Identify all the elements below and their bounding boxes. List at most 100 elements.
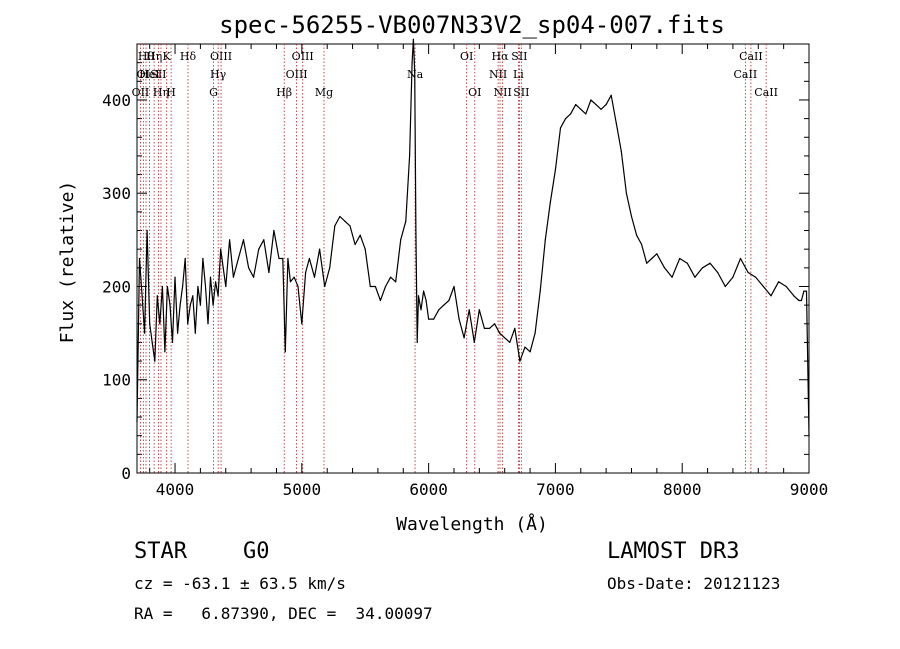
flux-point: [671, 276, 673, 278]
flux-point: [724, 285, 726, 288]
flux-point: [220, 248, 222, 250]
flux-point: [379, 299, 381, 302]
flux-point: [278, 257, 280, 260]
flux-point: [146, 229, 148, 232]
spectral-line-label: Hη: [153, 86, 169, 99]
flux-point: [384, 285, 387, 288]
flux-point: [514, 327, 516, 329]
flux-point: [301, 323, 303, 325]
spectral-line-label: K: [163, 50, 172, 63]
flux-point: [313, 276, 316, 278]
flux-point: [544, 239, 546, 241]
flux-point: [202, 257, 204, 260]
flux-point: [151, 341, 153, 343]
flux-point: [686, 262, 688, 264]
flux-point: [222, 267, 224, 269]
flux-point: [179, 304, 181, 306]
spectral-line-label: Hβ: [276, 86, 292, 99]
spectral-line-label: CaII: [754, 86, 778, 99]
flux-point: [273, 229, 275, 232]
flux-point: [448, 299, 450, 302]
flux-point: [778, 281, 780, 283]
flux-point: [732, 276, 734, 278]
spectral-line-label: OII: [132, 86, 150, 99]
flux-point: [308, 257, 310, 260]
flux-point: [369, 285, 371, 288]
spectral-line-markers: [140, 44, 767, 473]
flux-point: [207, 323, 209, 325]
flux-point: [400, 239, 402, 241]
flux-point: [263, 239, 265, 241]
flux-point: [570, 113, 572, 115]
flux-point: [458, 318, 460, 320]
spectral-line-label: CaII: [739, 50, 763, 63]
flux-point: [524, 346, 526, 348]
flux-point: [504, 337, 506, 339]
x-tick-label: 8000: [663, 480, 702, 499]
flux-point: [565, 118, 567, 120]
flux-point: [580, 108, 582, 110]
flux-point: [590, 99, 592, 101]
spectral-line-label: Hγ: [210, 68, 227, 81]
flux-point: [433, 318, 435, 320]
flux-point: [539, 290, 541, 292]
flux-point: [423, 290, 425, 292]
flux-point: [762, 285, 765, 288]
flux-point: [420, 309, 422, 311]
spectral-line-label: H: [166, 86, 176, 99]
flux-point: [141, 295, 143, 297]
flux-point: [509, 341, 511, 343]
coordinates: RA = 6.87390, DEC = 34.00097: [134, 604, 433, 623]
y-tick-label: 0: [121, 464, 131, 483]
flux-point: [354, 243, 356, 246]
flux-point: [289, 281, 291, 283]
flux-point: [585, 113, 587, 115]
flux-point: [194, 332, 196, 334]
axes: 4000 5000 6000 7000 8000 9000 0 100 200 300 400: [102, 43, 828, 499]
flux-point: [204, 285, 207, 288]
flux-point: [473, 341, 475, 343]
flux-point: [287, 257, 289, 260]
flux-point: [709, 262, 711, 264]
flux-point: [305, 271, 307, 274]
flux-point: [747, 271, 749, 274]
flux-point: [344, 220, 346, 222]
spectral-line-label: Hδ: [180, 50, 197, 63]
flux-point: [184, 257, 186, 260]
spectral-line-label: NII: [489, 68, 507, 81]
flux-point: [166, 285, 168, 288]
flux-point: [549, 201, 551, 204]
flux-point: [417, 295, 420, 297]
flux-point: [807, 360, 809, 362]
flux-point: [199, 304, 201, 306]
flux-point: [334, 225, 336, 227]
flux-point: [575, 104, 577, 106]
flux-point: [651, 257, 653, 260]
flux-point: [534, 332, 536, 334]
flux-point: [559, 127, 562, 129]
flux-point: [197, 285, 199, 288]
flux-point: [438, 309, 440, 311]
spectral-line-label: OIII: [286, 68, 308, 81]
flux-point: [149, 323, 151, 325]
flux-point: [755, 276, 757, 278]
spectral-line-labels: OIIOIHθHeIHηSIIHηKHHδGHγOIIIHβOIIIOIIIMg…: [132, 50, 778, 99]
y-tick-label: 200: [102, 277, 131, 296]
flux-point: [800, 299, 803, 302]
flux-point: [258, 248, 260, 250]
flux-point: [339, 215, 341, 218]
flux-point: [282, 257, 284, 260]
flux-point: [212, 304, 214, 306]
flux-point: [463, 337, 465, 339]
flux-point: [182, 285, 184, 288]
flux-point: [499, 332, 501, 334]
y-tick-label: 400: [102, 91, 131, 110]
flux-point: [605, 104, 607, 106]
flux-point: [232, 276, 234, 278]
observation-date: Obs-Date: 20121123: [607, 574, 781, 593]
flux-point: [217, 295, 219, 297]
flux-point: [293, 276, 295, 278]
flux-point: [225, 285, 227, 288]
survey-name: LAMOST DR3: [607, 539, 740, 564]
